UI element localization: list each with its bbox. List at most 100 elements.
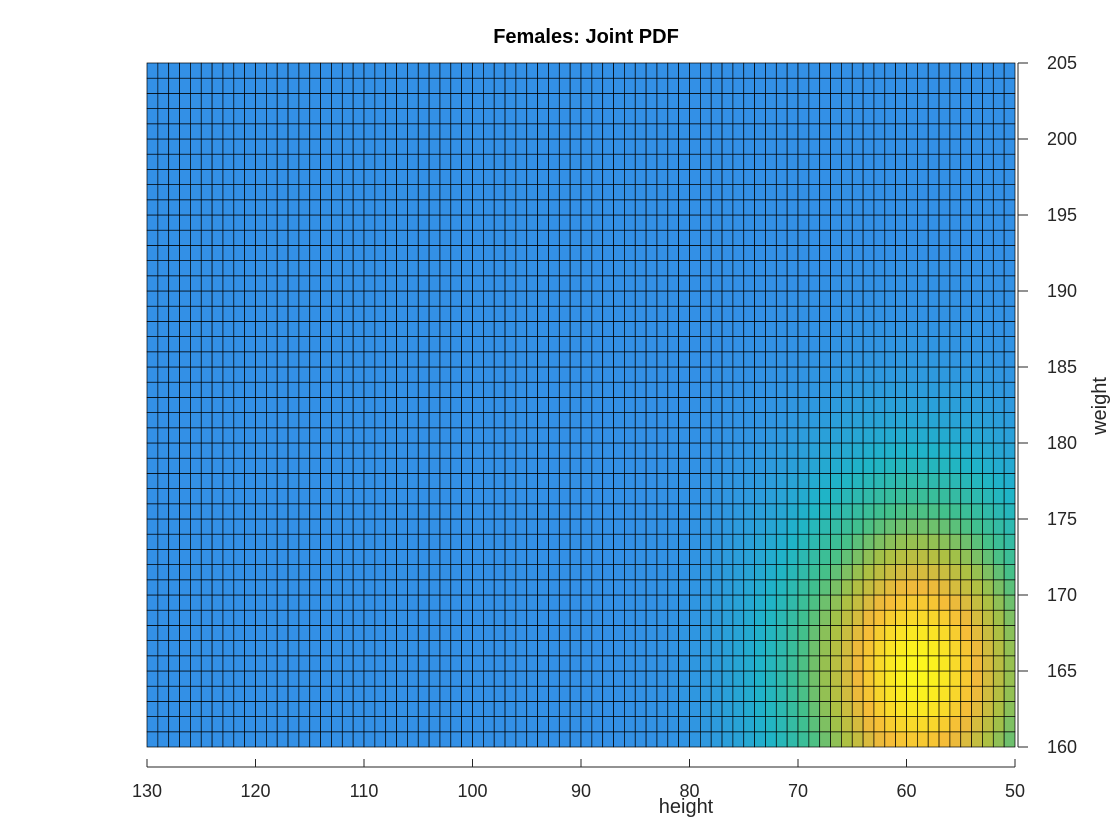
heatmap-cell xyxy=(439,473,452,489)
heatmap-cell xyxy=(808,245,821,261)
heatmap-cell xyxy=(428,123,441,140)
heatmap-cell xyxy=(613,260,625,277)
heatmap-cell xyxy=(884,397,896,413)
heatmap-cell xyxy=(1003,655,1016,672)
heatmap-cell xyxy=(906,640,918,657)
heatmap-cell xyxy=(461,609,473,626)
heatmap-cell xyxy=(873,275,886,292)
heatmap-cell xyxy=(906,321,918,337)
heatmap-cell xyxy=(428,412,441,429)
heatmap-cell xyxy=(363,473,376,489)
heatmap-cell xyxy=(851,93,864,109)
heatmap-cell xyxy=(765,518,777,535)
heatmap-cell xyxy=(179,731,191,748)
heatmap-cell xyxy=(960,397,972,413)
heatmap-cell xyxy=(624,123,636,140)
heatmap-cell xyxy=(504,229,517,246)
heatmap-cell xyxy=(222,290,235,307)
heatmap-cell xyxy=(461,442,473,459)
heatmap-cell xyxy=(624,169,636,185)
heatmap-cell xyxy=(971,427,983,444)
heatmap-cell xyxy=(309,62,321,79)
heatmap-cell xyxy=(992,62,1005,79)
heatmap-cell xyxy=(699,245,712,261)
heatmap-cell xyxy=(830,473,842,489)
heatmap-cell xyxy=(960,412,972,429)
heatmap-cell xyxy=(352,594,365,611)
heatmap-cell xyxy=(678,260,690,277)
heatmap-cell xyxy=(493,670,506,687)
heatmap-cell xyxy=(949,275,962,292)
heatmap-cell xyxy=(168,427,180,444)
heatmap-cell xyxy=(504,290,517,307)
heatmap-cell xyxy=(385,427,397,444)
heatmap-cell xyxy=(417,731,430,748)
heatmap-cell xyxy=(775,260,788,277)
heatmap-cell xyxy=(428,77,441,94)
heatmap-cell xyxy=(363,169,376,185)
heatmap-cell xyxy=(244,381,256,398)
heatmap-cell xyxy=(830,321,842,337)
heatmap-cell xyxy=(244,685,256,702)
heatmap-cell xyxy=(927,457,940,474)
heatmap-cell xyxy=(450,457,462,474)
heatmap-cell xyxy=(960,625,972,641)
heatmap-cell xyxy=(982,457,994,474)
heatmap-cell xyxy=(830,260,842,277)
heatmap-cell xyxy=(971,549,983,565)
heatmap-cell xyxy=(895,199,907,216)
heatmap-cell xyxy=(179,93,191,109)
heatmap-cell xyxy=(884,138,896,155)
heatmap-cell xyxy=(580,685,593,702)
heatmap-cell xyxy=(298,488,311,505)
heatmap-cell xyxy=(363,366,376,383)
heatmap-cell xyxy=(786,701,799,717)
heatmap-cell xyxy=(374,518,387,535)
heatmap-cell xyxy=(504,77,517,94)
heatmap-cell xyxy=(428,214,441,231)
heatmap-cell xyxy=(591,518,604,535)
heatmap-cell xyxy=(146,275,159,292)
heatmap-cell xyxy=(841,199,853,216)
heatmap-cell xyxy=(407,108,419,125)
heatmap-cell xyxy=(591,488,604,505)
heatmap-cell xyxy=(819,685,831,702)
heatmap-cell xyxy=(819,290,831,307)
heatmap-cell xyxy=(656,305,669,322)
heatmap-cell xyxy=(255,670,267,687)
heatmap-cell xyxy=(851,427,864,444)
heatmap-cell xyxy=(483,442,495,459)
heatmap-cell xyxy=(266,138,278,155)
heatmap-cell xyxy=(222,518,235,535)
heatmap-cell xyxy=(1003,336,1016,353)
heatmap-cell xyxy=(938,62,951,79)
heatmap-cell xyxy=(797,93,810,109)
heatmap-cell xyxy=(786,579,799,596)
heatmap-cell xyxy=(439,229,452,246)
heatmap-cell xyxy=(266,275,278,292)
heatmap-cell xyxy=(417,397,430,413)
heatmap-cell xyxy=(580,473,593,489)
heatmap-cell xyxy=(244,442,256,459)
heatmap-cell xyxy=(851,701,864,717)
heatmap-cell xyxy=(244,427,256,444)
heatmap-cell xyxy=(743,321,755,337)
heatmap-cell xyxy=(927,336,940,353)
heatmap-cell xyxy=(504,716,517,733)
heatmap-cell xyxy=(255,169,267,185)
heatmap-cell xyxy=(721,640,734,657)
heatmap-cell xyxy=(786,640,799,657)
heatmap-cell xyxy=(786,533,799,550)
heatmap-cell xyxy=(830,336,842,353)
heatmap-cell xyxy=(287,77,300,94)
heatmap-cell xyxy=(775,579,788,596)
heatmap-cell xyxy=(808,533,821,550)
heatmap-cell xyxy=(352,670,365,687)
heatmap-cell xyxy=(157,397,170,413)
heatmap-cell xyxy=(146,625,159,641)
heatmap-cell xyxy=(765,123,777,140)
heatmap-cell xyxy=(548,427,560,444)
heatmap-cell xyxy=(992,108,1005,125)
heatmap-cell xyxy=(678,473,690,489)
heatmap-cell xyxy=(765,579,777,596)
